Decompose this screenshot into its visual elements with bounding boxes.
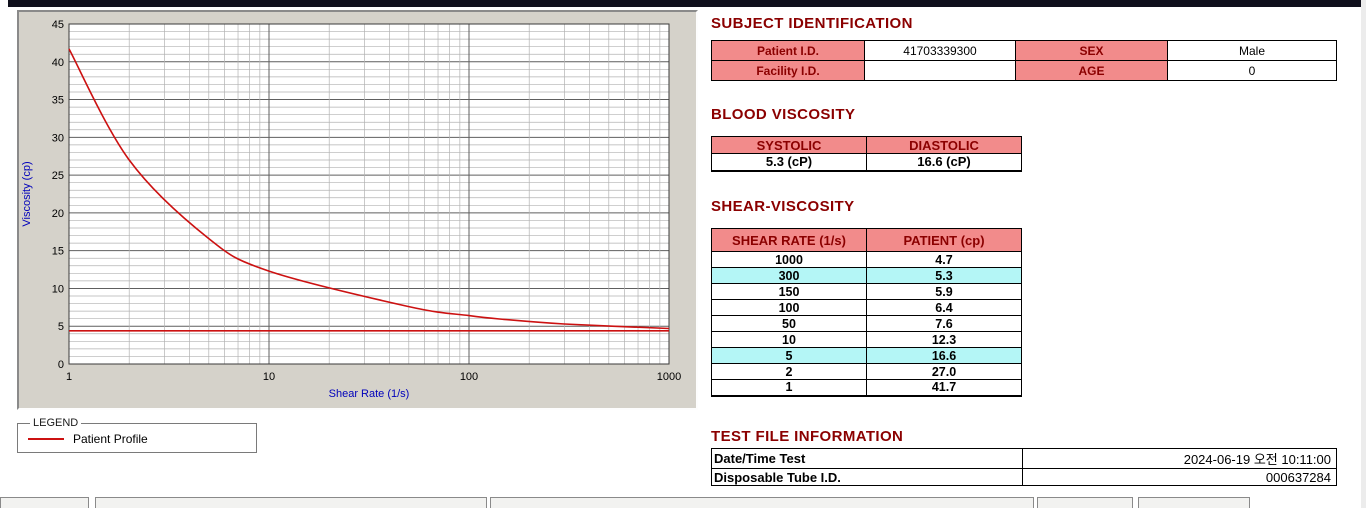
shear-viscosity-table: SHEAR RATE (1/s) PATIENT (cp) 1000 4.7 3…	[711, 228, 1022, 397]
table-row: Facility I.D. AGE 0	[711, 60, 1337, 81]
table-row: Patient I.D. 41703339300 SEX Male	[711, 40, 1337, 61]
viscosity-cell: 27.0	[866, 363, 1022, 380]
bottom-button-fragment-1[interactable]	[0, 497, 89, 508]
svg-text:40: 40	[52, 57, 64, 69]
svg-text:20: 20	[52, 208, 64, 220]
table-row: Disposable Tube I.D. 000637284	[711, 468, 1337, 486]
table-row: SYSTOLIC DIASTOLIC	[711, 136, 1022, 154]
subject-identification-table: Patient I.D. 41703339300 SEX Male Facili…	[711, 40, 1337, 81]
test-file-information-table: Date/Time Test 2024-06-19 오전 10:11:00 Di…	[711, 448, 1337, 486]
patient-id-value: 41703339300	[864, 40, 1016, 61]
viscosity-cell: 6.4	[866, 299, 1022, 316]
legend-title: LEGEND	[33, 417, 79, 429]
svg-text:0: 0	[58, 359, 64, 371]
viscosity-cell: 4.7	[866, 251, 1022, 268]
disposable-tube-id-label: Disposable Tube I.D.	[711, 468, 1023, 486]
date-time-test-label: Date/Time Test	[711, 448, 1023, 469]
legend-line-sample	[28, 438, 64, 440]
bottom-button-fragment-4[interactable]	[1037, 497, 1133, 508]
svg-text:5: 5	[58, 321, 64, 333]
svg-text:Shear Rate (1/s): Shear Rate (1/s)	[329, 388, 410, 400]
shear-rate-cell: 50	[711, 315, 867, 332]
facility-id-value	[864, 60, 1016, 81]
sex-label: SEX	[1015, 40, 1168, 61]
viscosity-cell: 5.9	[866, 283, 1022, 300]
age-value: 0	[1167, 60, 1337, 81]
window-right-edge	[1361, 0, 1366, 508]
table-row: 2 27.0	[711, 363, 1022, 380]
shear-rate-cell: 1000	[711, 251, 867, 268]
diastolic-header: DIASTOLIC	[866, 136, 1022, 154]
shear-rate-cell: 100	[711, 299, 867, 316]
shear-rate-cell: 5	[711, 347, 867, 364]
date-time-test-value: 2024-06-19 오전 10:11:00	[1022, 448, 1337, 469]
viscosity-chart: 0 5 10 15 20 25 30 35 40 45 1 10 100 1000 Viscosity (c…	[21, 19, 681, 400]
bottom-button-fragment-5[interactable]	[1138, 497, 1250, 508]
svg-text:10: 10	[52, 283, 64, 295]
svg-text:1: 1	[66, 371, 72, 383]
table-row: 5.3 (cP) 16.6 (cP)	[711, 153, 1022, 171]
table-row: 10 12.3	[711, 331, 1022, 348]
subject-identification-title: SUBJECT IDENTIFICATION	[711, 15, 913, 32]
table-row: 5 16.6	[711, 347, 1022, 364]
shear-rate-header: SHEAR RATE (1/s)	[711, 228, 867, 252]
shear-rate-cell: 2	[711, 363, 867, 380]
shear-viscosity-title: SHEAR-VISCOSITY	[711, 198, 855, 215]
viscosity-cell: 41.7	[866, 379, 1022, 396]
table-row: 300 5.3	[711, 267, 1022, 284]
legend-item: Patient Profile	[28, 432, 246, 446]
legend-box: LEGEND Patient Profile	[17, 417, 257, 453]
disposable-tube-id-value: 000637284	[1022, 468, 1337, 486]
window-top-bar	[8, 0, 1366, 7]
svg-text:45: 45	[52, 19, 64, 31]
svg-text:35: 35	[52, 95, 64, 107]
viscosity-chart-panel: 0 5 10 15 20 25 30 35 40 45 1 10 100 1000 Viscosity (c…	[17, 10, 698, 410]
diastolic-value: 16.6 (cP)	[866, 153, 1022, 171]
viscosity-cell: 7.6	[866, 315, 1022, 332]
viscosity-cell: 12.3	[866, 331, 1022, 348]
bottom-button-fragment-3[interactable]	[490, 497, 1034, 508]
sex-value: Male	[1167, 40, 1337, 61]
blood-viscosity-table: SYSTOLIC DIASTOLIC 5.3 (cP) 16.6 (cP)	[711, 136, 1022, 172]
table-row: 1000 4.7	[711, 251, 1022, 268]
svg-text:10: 10	[263, 371, 275, 383]
svg-text:30: 30	[52, 132, 64, 144]
table-row: 1 41.7	[711, 379, 1022, 396]
shear-rate-cell: 150	[711, 283, 867, 300]
systolic-value: 5.3 (cP)	[711, 153, 867, 171]
patient-cp-header: PATIENT (cp)	[866, 228, 1022, 252]
test-file-information-title: TEST FILE INFORMATION	[711, 428, 904, 445]
systolic-header: SYSTOLIC	[711, 136, 867, 154]
svg-text:25: 25	[52, 170, 64, 182]
shear-rate-cell: 10	[711, 331, 867, 348]
table-row: 50 7.6	[711, 315, 1022, 332]
shear-rate-cell: 1	[711, 379, 867, 396]
table-header-row: SHEAR RATE (1/s) PATIENT (cp)	[711, 228, 1022, 252]
svg-text:Viscosity (cp): Viscosity (cp)	[21, 161, 33, 226]
shear-rate-cell: 300	[711, 267, 867, 284]
facility-id-label: Facility I.D.	[711, 60, 865, 81]
svg-text:100: 100	[460, 371, 478, 383]
svg-text:15: 15	[52, 246, 64, 258]
blood-viscosity-title: BLOOD VISCOSITY	[711, 106, 856, 123]
table-row: 100 6.4	[711, 299, 1022, 316]
age-label: AGE	[1015, 60, 1168, 81]
table-row: 150 5.9	[711, 283, 1022, 300]
viscosity-cell: 16.6	[866, 347, 1022, 364]
table-row: Date/Time Test 2024-06-19 오전 10:11:00	[711, 448, 1337, 469]
viscosity-cell: 5.3	[866, 267, 1022, 284]
legend-item-label: Patient Profile	[73, 432, 148, 446]
svg-text:1000: 1000	[657, 371, 681, 383]
patient-id-label: Patient I.D.	[711, 40, 865, 61]
bottom-button-fragment-2[interactable]	[95, 497, 487, 508]
